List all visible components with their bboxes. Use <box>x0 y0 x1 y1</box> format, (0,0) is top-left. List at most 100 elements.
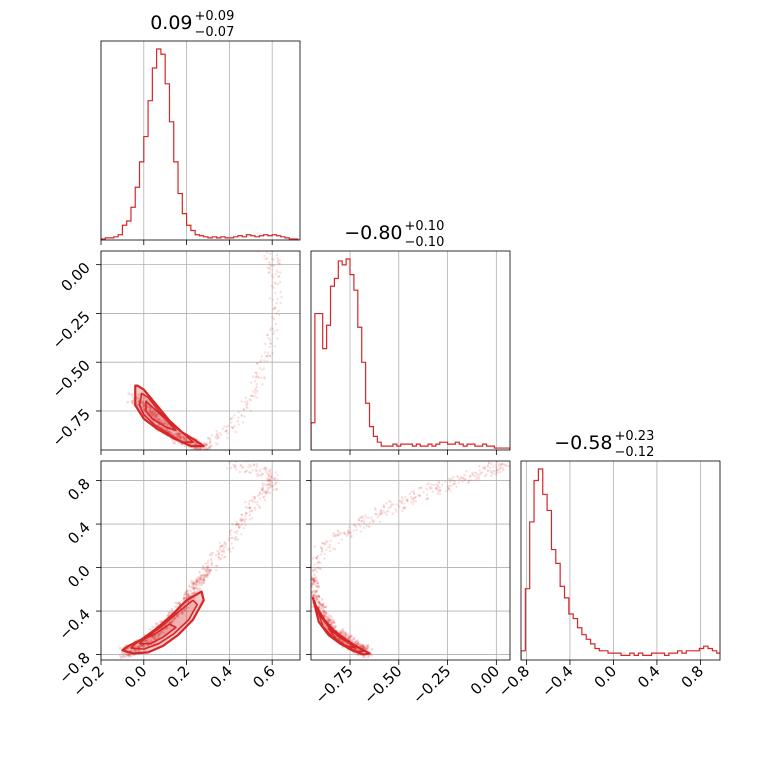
sample-point <box>248 510 252 513</box>
sample-point <box>275 253 279 257</box>
sample-point <box>333 621 336 625</box>
sample-point <box>356 642 359 646</box>
sample-point <box>247 465 250 469</box>
x-tick-label: 0.6 <box>249 662 279 692</box>
sample-point <box>217 436 220 440</box>
sample-point <box>333 547 337 551</box>
sample-point <box>322 610 326 614</box>
sample-point <box>267 271 270 275</box>
sample-point <box>319 604 323 607</box>
sample-point <box>313 579 316 582</box>
sample-point <box>207 572 210 575</box>
sample-point <box>418 494 422 498</box>
sample-point <box>140 644 144 648</box>
sample-point <box>321 610 325 614</box>
sample-point <box>240 519 244 522</box>
sample-point <box>208 441 212 445</box>
sample-point <box>265 467 268 470</box>
sample-point <box>182 596 186 600</box>
sample-point <box>193 591 196 594</box>
sample-point <box>162 631 166 635</box>
sample-point <box>256 503 259 506</box>
sample-point <box>273 264 276 267</box>
sample-point <box>140 643 144 647</box>
sample-point <box>182 598 186 601</box>
sample-point <box>258 245 260 247</box>
sample-point <box>269 482 272 486</box>
sample-point <box>266 486 270 490</box>
sample-point <box>495 471 498 475</box>
sample-point <box>228 530 232 533</box>
hist-panel-1: −0.80 +0.10−0.10 <box>310 219 511 455</box>
sample-point <box>370 653 373 657</box>
sample-point <box>426 496 429 500</box>
sample-point <box>383 511 386 515</box>
sample-point <box>226 424 230 427</box>
sample-point <box>275 302 278 305</box>
sample-point <box>328 618 331 621</box>
sample-point <box>337 530 340 534</box>
sample-point <box>435 486 438 490</box>
sample-point <box>142 403 146 407</box>
sample-point <box>311 592 313 596</box>
sample-point <box>477 464 481 468</box>
sample-point <box>250 499 253 502</box>
sample-point <box>203 568 207 571</box>
sample-point <box>352 637 356 640</box>
sample-point <box>436 484 440 487</box>
sample-point <box>207 437 210 440</box>
sample-point <box>229 466 233 470</box>
sample-point <box>360 520 363 523</box>
sample-point <box>267 479 270 482</box>
sample-point <box>434 487 438 490</box>
sample-point <box>258 242 260 244</box>
sample-point <box>256 245 258 247</box>
sample-point <box>320 546 323 550</box>
sample-point <box>219 557 223 560</box>
sample-point <box>333 533 337 537</box>
sample-point <box>197 581 201 585</box>
sample-point <box>253 496 256 499</box>
sample-point <box>311 590 314 593</box>
sample-point <box>210 564 214 567</box>
sample-point <box>154 413 158 416</box>
sample-point <box>330 621 333 625</box>
sample-point <box>253 380 257 383</box>
sample-point <box>183 438 187 442</box>
sample-point <box>458 477 461 481</box>
sample-point <box>258 493 261 496</box>
sample-point <box>385 510 388 514</box>
sample-point <box>255 371 258 375</box>
sample-point <box>318 566 322 570</box>
sample-point <box>312 590 316 593</box>
sample-point <box>153 637 156 640</box>
sample-point <box>316 554 320 558</box>
sample-point <box>245 511 248 515</box>
sample-point <box>328 543 332 547</box>
sample-point <box>233 530 236 534</box>
sample-point <box>227 539 231 542</box>
sample-point <box>152 637 156 640</box>
sample-point <box>231 523 234 526</box>
sample-point <box>209 552 213 555</box>
sample-point <box>311 601 314 605</box>
sample-point <box>344 633 348 637</box>
x-tick-label: −0.75 <box>312 662 357 707</box>
sample-point <box>313 545 316 548</box>
sample-point <box>239 464 243 467</box>
sample-point <box>387 509 390 513</box>
sample-point <box>172 433 175 437</box>
sample-point <box>266 473 270 476</box>
sample-point <box>206 565 209 568</box>
pair-content <box>126 242 283 450</box>
sample-point <box>274 282 277 285</box>
hist-panel-0: 0.09 +0.09−0.07 <box>100 9 301 245</box>
sample-point <box>186 595 190 599</box>
sample-point <box>265 242 267 244</box>
sample-point <box>448 480 452 484</box>
sample-point <box>169 621 173 624</box>
sample-point <box>354 641 357 645</box>
sample-point <box>266 488 269 491</box>
sample-point <box>153 414 157 417</box>
title-plus: +0.23 <box>615 429 655 444</box>
